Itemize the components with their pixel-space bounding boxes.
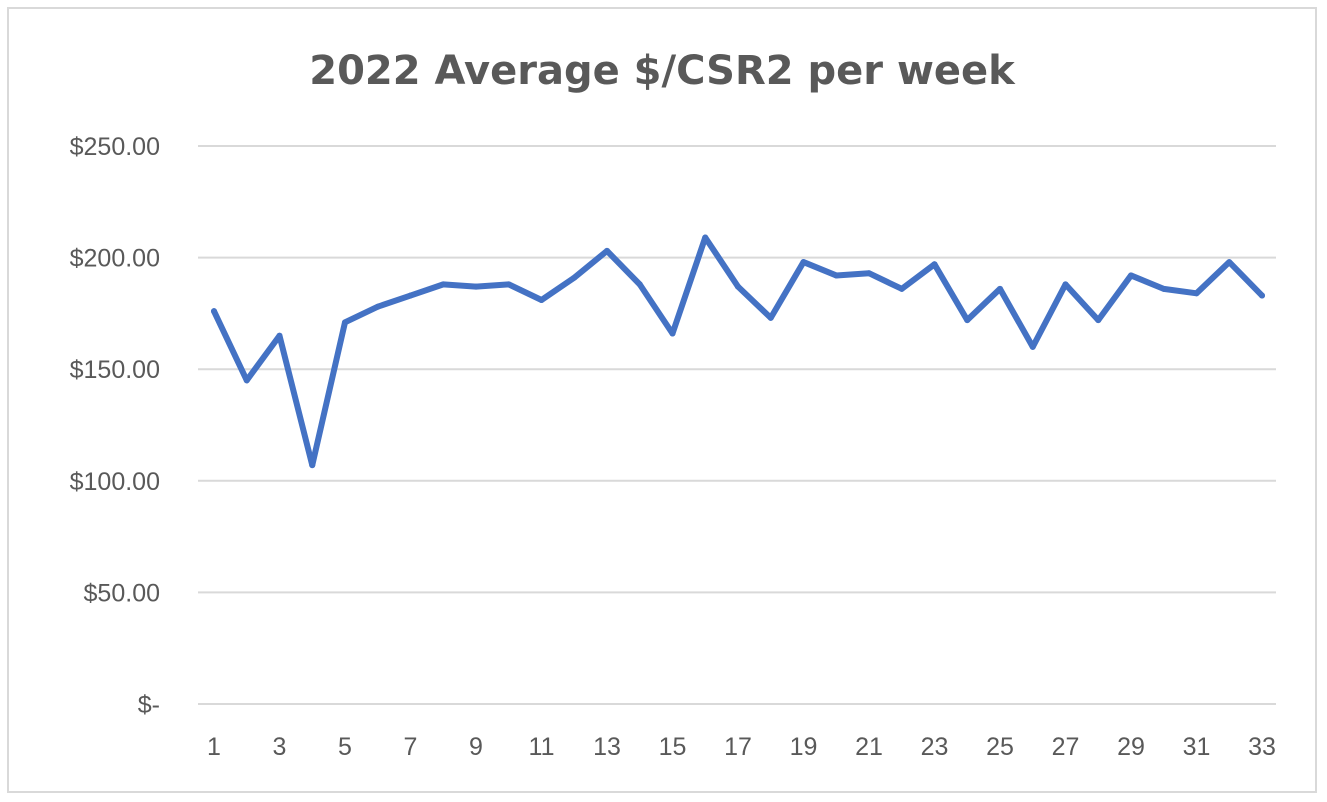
y-tick-label: $50.00 <box>84 579 160 607</box>
data-point <box>473 283 479 290</box>
x-tick-label: 11 <box>529 733 555 761</box>
data-point <box>800 259 807 266</box>
chart-title: 2022 Average $/CSR2 per week <box>309 48 1016 94</box>
data-point <box>243 377 250 384</box>
y-tick-label: $200.00 <box>70 245 160 273</box>
data-point <box>1095 317 1102 324</box>
data-point <box>1226 259 1233 266</box>
data-point <box>505 281 512 288</box>
data-point <box>538 297 545 304</box>
x-tick-label: 29 <box>1117 733 1145 761</box>
data-point <box>1160 285 1167 292</box>
x-tick-label: 17 <box>724 733 752 761</box>
data-point <box>374 303 381 310</box>
data-point <box>833 272 840 279</box>
x-axis-ticks: 1 3 5 7 9 11 13 15 17 19 21 23 25 27 29 31 33 <box>207 733 1276 761</box>
x-tick-label: 25 <box>986 733 1014 761</box>
x-tick-label: 13 <box>593 733 621 761</box>
x-tick-label: 5 <box>338 733 352 761</box>
y-tick-label: $150.00 <box>70 356 160 384</box>
x-tick-label: 3 <box>273 733 287 761</box>
x-tick-label: 19 <box>790 733 818 761</box>
data-point <box>964 317 971 324</box>
x-tick-label: 21 <box>855 733 883 761</box>
data-point <box>735 283 741 290</box>
data-point <box>276 332 283 339</box>
data-point <box>211 308 217 315</box>
data-point <box>309 462 316 469</box>
data-point <box>407 292 414 299</box>
chart-border <box>7 7 1317 793</box>
y-tick-label: $- <box>138 691 160 719</box>
data-point <box>702 234 709 241</box>
data-point <box>997 285 1003 292</box>
data-point <box>1029 343 1036 350</box>
x-tick-label: 9 <box>469 733 483 761</box>
y-tick-label: $100.00 <box>70 468 160 496</box>
x-tick-label: 23 <box>921 733 949 761</box>
x-tick-label: 27 <box>1052 733 1080 761</box>
data-point <box>1193 290 1200 297</box>
data-point <box>931 261 938 268</box>
data-point <box>866 270 872 277</box>
x-tick-label: 15 <box>659 733 687 761</box>
data-point <box>669 330 676 337</box>
x-tick-label: 31 <box>1183 733 1211 761</box>
data-point <box>571 274 578 281</box>
series-group <box>211 234 1265 469</box>
data-point <box>1128 272 1134 279</box>
data-point <box>1062 281 1069 288</box>
data-point <box>342 319 348 326</box>
data-point <box>604 247 610 254</box>
x-tick-label: 7 <box>404 733 418 761</box>
x-tick-label: 33 <box>1248 733 1276 761</box>
data-point <box>440 281 447 288</box>
data-point <box>636 281 643 288</box>
y-tick-label: $250.00 <box>70 133 160 161</box>
data-point <box>767 314 774 321</box>
data-point <box>898 285 905 292</box>
gridlines <box>198 145 1276 705</box>
x-tick-label: 1 <box>207 733 221 761</box>
data-point <box>1259 292 1265 299</box>
y-axis-ticks: $- $50.00 $100.00 $150.00 $200.00 $250.00 <box>70 133 160 719</box>
